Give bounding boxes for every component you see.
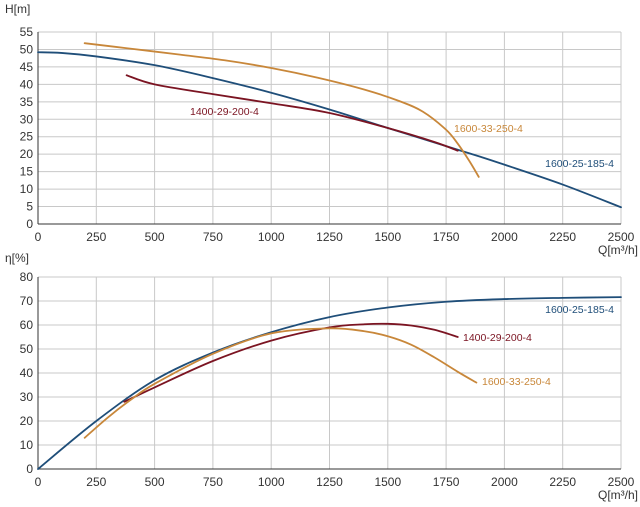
grid [38,276,622,469]
series-line-1600-33-250-4 [83,42,480,178]
y-tick-label: 0 [26,217,33,231]
y-tick-label: 35 [20,95,34,109]
chart-panel-1: 0 5 10 15 20 25 30 35 40 45 50 55 0 250 500 750 1000 1250… [5,2,638,257]
x-tick-label: 2500 [608,475,635,489]
x-tick-label: 500 [145,475,165,489]
x-tick-label: 750 [203,230,223,244]
y-tick-label: 10 [20,182,34,196]
x-tick-label: 750 [203,475,223,489]
series-line-1400-29-200-4 [125,74,459,152]
x-tick-label: 2000 [491,230,518,244]
x-tick-label: 1750 [433,230,460,244]
y-tick-label: 80 [20,270,34,284]
x-tick-label: 500 [145,230,165,244]
x-tick-label: 1500 [374,230,401,244]
y-axis-title: η[%] [5,251,29,265]
x-tick-label: 0 [35,230,42,244]
series-line-1600-33-250-4 [83,327,478,439]
x-tick-label: 1250 [316,475,343,489]
x-axis-title: Q[m³/h] [598,243,638,257]
series-label: 1600-33-250-4 [454,123,523,135]
series-label: 1400-29-200-4 [463,332,532,344]
series-line-1600-25-185-4 [37,296,622,470]
y-tick-label: 10 [20,438,34,452]
x-tick-label: 1250 [316,230,343,244]
y-tick-label: 60 [20,318,34,332]
x-tick-label: 1500 [374,475,401,489]
x-tick-label: 1000 [258,230,285,244]
y-tick-label: 55 [20,25,34,39]
y-tick-label: 50 [20,42,34,56]
series-label: 1600-33-250-4 [482,376,551,388]
y-tick-label: 15 [20,165,34,179]
series-line-1400-29-200-4 [123,322,459,403]
y-tick-label: 45 [20,60,34,74]
y-axis-title: H[m] [5,2,30,16]
series-line-1600-25-185-4 [37,51,622,209]
y-tick-label: 0 [26,462,33,476]
y-tick-label: 25 [20,130,34,144]
y-tick-label: 20 [20,147,34,161]
x-tick-label: 2250 [549,230,576,244]
y-tick-label: 5 [26,200,33,214]
y-tick-label: 70 [20,294,34,308]
series-label: 1400-29-200-4 [190,106,259,118]
y-tick-label: 30 [20,390,34,404]
y-tick-label: 20 [20,414,34,428]
x-tick-label: 1000 [258,475,285,489]
x-tick-label: 2000 [491,475,518,489]
x-tick-label: 2500 [608,230,635,244]
y-tick-label: 50 [20,342,34,356]
series-label: 1600-25-185-4 [545,304,614,316]
x-tick-label: 250 [86,475,106,489]
x-axis-title: Q[m³/h] [598,488,638,502]
x-tick-label: 1750 [433,475,460,489]
x-tick-label: 0 [35,475,42,489]
y-tick-label: 40 [20,366,34,380]
chart-panel-2: 0 10 20 30 40 50 60 70 80 0 250 500 750 1000 1250 1500 1… [5,251,638,502]
y-tick-label: 30 [20,112,34,126]
x-tick-label: 2250 [549,475,576,489]
series-label: 1600-25-185-4 [545,158,614,170]
y-tick-label: 40 [20,77,34,91]
x-tick-label: 250 [86,230,106,244]
